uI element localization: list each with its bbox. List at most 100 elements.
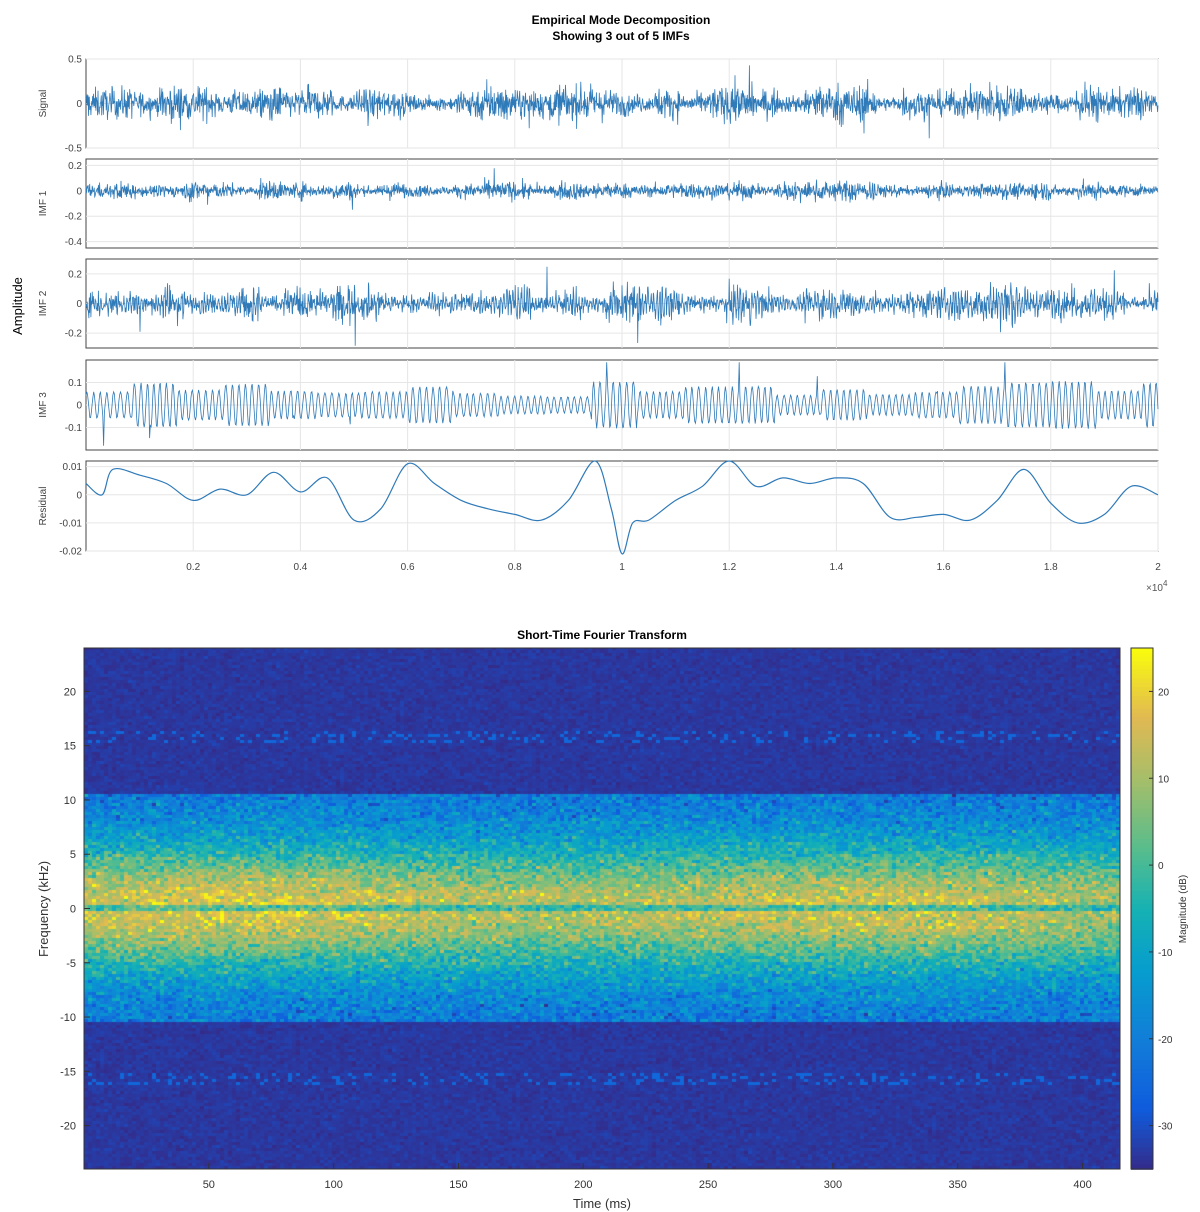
y-tick-label: 15: [64, 741, 76, 753]
colorbar-segment: [1131, 956, 1153, 962]
emd-title: Empirical Mode Decomposition: [532, 13, 711, 27]
y-tick-label: 0: [70, 904, 76, 916]
colorbar-segment: [1131, 904, 1153, 910]
colorbar-segment: [1131, 726, 1153, 732]
colorbar-segment: [1131, 652, 1153, 658]
colorbar-segment: [1131, 1095, 1153, 1101]
colorbar-segment: [1131, 704, 1153, 710]
colorbar-segment: [1131, 1138, 1153, 1144]
colorbar-segment: [1131, 960, 1153, 966]
x-tick-label: 1.2: [722, 562, 736, 573]
colorbar-segment: [1131, 682, 1153, 688]
colorbar-segment: [1131, 1030, 1153, 1036]
emd-x-exponent-base: ×10: [1146, 583, 1163, 594]
x-tick-label: 300: [824, 1179, 842, 1191]
x-tick-label: 0.4: [293, 562, 307, 573]
colorbar-segment: [1131, 826, 1153, 832]
colorbar-segment: [1131, 821, 1153, 827]
y-tick-label: -0.01: [59, 518, 82, 529]
emd-x-exponent: ×104: [1146, 579, 1168, 594]
colorbar-segment: [1131, 925, 1153, 932]
colorbar-segment: [1131, 756, 1153, 762]
colorbar-segment: [1131, 1038, 1153, 1044]
colorbar-tick-label: -30: [1158, 1122, 1173, 1133]
colorbar-segment: [1131, 795, 1153, 801]
colorbar-segment: [1131, 899, 1153, 905]
x-tick-label: 1.6: [937, 562, 951, 573]
colorbar-segment: [1131, 739, 1153, 745]
colorbar-segment: [1131, 665, 1153, 671]
colorbar-segment: [1131, 708, 1153, 714]
series-line: [85, 460, 1159, 555]
x-tick-label: 100: [324, 1179, 342, 1191]
colorbar-segment: [1131, 860, 1153, 866]
colorbar-segment: [1131, 765, 1153, 771]
colorbar-segment: [1131, 869, 1153, 875]
y-tick-label: 0.2: [68, 161, 82, 172]
colorbar-segment: [1131, 1051, 1153, 1057]
colorbar: 20 10 0 -10 -20 -30: [1130, 647, 1173, 1170]
colorbar-segment: [1131, 977, 1153, 984]
series-label: IMF 1: [38, 190, 49, 216]
colorbar-segment: [1131, 1142, 1153, 1149]
y-tick-label: -15: [60, 1066, 76, 1078]
colorbar-segment: [1131, 743, 1153, 749]
colorbar-segment: [1131, 687, 1153, 693]
colorbar-label: Magnitude (dB): [1178, 875, 1189, 943]
colorbar-segment: [1131, 951, 1153, 958]
colorbar-segment: [1131, 938, 1153, 945]
y-tick-label: 0.5: [68, 55, 82, 66]
colorbar-segment: [1131, 656, 1153, 662]
y-tick-label: 0.01: [63, 462, 83, 473]
colorbar-segment: [1131, 969, 1153, 975]
x-tick-label: 1.8: [1044, 562, 1058, 573]
colorbar-segment: [1131, 873, 1153, 879]
colorbar-segment: [1131, 1021, 1153, 1027]
emd-panel-imf-2: 0.2 0 -0.2 IMF 2: [38, 258, 1159, 349]
colorbar-segment: [1131, 1012, 1153, 1018]
colorbar-frame: [1130, 647, 1154, 1170]
colorbar-segment: [1131, 865, 1153, 871]
emd-subtitle: Showing 3 out of 5 IMFs: [552, 29, 690, 43]
colorbar-segment: [1131, 847, 1153, 853]
colorbar-segment: [1131, 1155, 1153, 1162]
colorbar-segment: [1131, 799, 1153, 806]
colorbar-segment: [1131, 804, 1153, 810]
colorbar-segment: [1131, 934, 1153, 940]
colorbar-segment: [1131, 1017, 1153, 1023]
y-tick-label: -0.4: [65, 237, 83, 248]
y-tick-label: 0: [76, 99, 82, 110]
emd-panel-residual: 0.01 0 -0.01 -0.02 Residual: [38, 460, 1159, 558]
colorbar-segment: [1131, 1056, 1153, 1062]
colorbar-segment: [1131, 921, 1153, 927]
colorbar-segment: [1131, 1043, 1153, 1049]
colorbar-segment: [1131, 1112, 1153, 1118]
colorbar-segment: [1131, 856, 1153, 862]
colorbar-segment: [1131, 1147, 1153, 1153]
colorbar-segment: [1131, 990, 1153, 997]
colorbar-segment: [1131, 1064, 1153, 1070]
y-tick-label: -0.5: [65, 144, 83, 155]
colorbar-segment: [1131, 1008, 1153, 1014]
x-tick-label: 2: [1155, 562, 1161, 573]
colorbar-segment: [1131, 700, 1153, 706]
emd-amplitude-label: Amplitude: [10, 277, 25, 335]
colorbar-segment: [1131, 661, 1153, 667]
colorbar-segment: [1131, 734, 1153, 740]
colorbar-segment: [1131, 912, 1153, 918]
colorbar-segment: [1131, 1108, 1153, 1114]
emd-x-exponent-power: 4: [1163, 579, 1168, 588]
y-tick-label: -5: [66, 958, 76, 970]
x-tick-label: 1: [619, 562, 625, 573]
colorbar-segment: [1131, 1160, 1153, 1166]
colorbar-segment: [1131, 1164, 1153, 1170]
colorbar-segment: [1131, 882, 1153, 888]
stft-xlabel: Time (ms): [573, 1196, 631, 1211]
x-tick-label: 350: [949, 1179, 967, 1191]
y-tick-label: 0.1: [68, 378, 82, 389]
series-label: IMF 3: [38, 392, 49, 418]
y-tick-label: -0.2: [65, 329, 83, 340]
colorbar-segment: [1131, 895, 1153, 901]
emd-panels: 0.5 0 -0.5 Signal 0.2 0 -0.2 -0.4 IMF 1 0.2 0 -0.2 I…: [38, 55, 1159, 558]
